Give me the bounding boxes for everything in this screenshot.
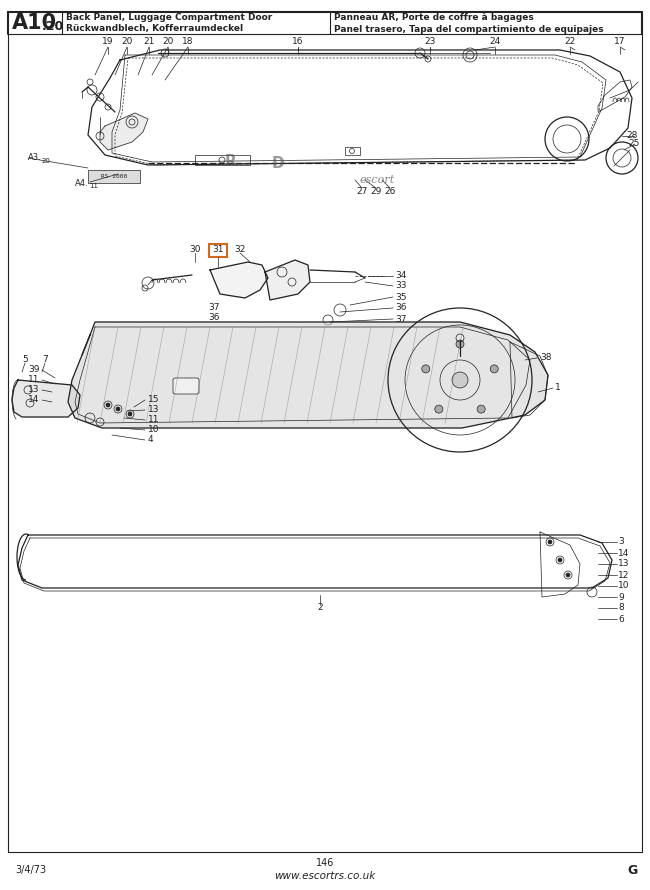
Text: 27: 27 bbox=[356, 188, 368, 197]
Text: 36: 36 bbox=[208, 313, 220, 322]
Text: 3: 3 bbox=[618, 538, 624, 546]
Text: 5: 5 bbox=[22, 355, 28, 365]
Circle shape bbox=[452, 372, 468, 388]
Text: 37: 37 bbox=[208, 303, 220, 312]
Text: G: G bbox=[628, 863, 638, 877]
Text: 11: 11 bbox=[28, 376, 40, 384]
Circle shape bbox=[558, 558, 562, 562]
Text: 21: 21 bbox=[143, 37, 155, 46]
Circle shape bbox=[456, 340, 464, 348]
Text: 39: 39 bbox=[28, 366, 40, 375]
Text: escort: escort bbox=[360, 175, 395, 185]
Text: 32: 32 bbox=[234, 246, 246, 255]
Text: 18: 18 bbox=[182, 37, 194, 46]
Text: R: R bbox=[225, 155, 237, 169]
Text: RS 2000: RS 2000 bbox=[101, 174, 127, 180]
Text: 6: 6 bbox=[618, 614, 624, 624]
Circle shape bbox=[116, 407, 120, 411]
Text: 4: 4 bbox=[148, 435, 153, 444]
Bar bbox=[209, 244, 227, 257]
Text: 29: 29 bbox=[370, 188, 382, 197]
Polygon shape bbox=[12, 380, 80, 417]
Text: 26: 26 bbox=[384, 188, 396, 197]
Circle shape bbox=[106, 403, 110, 407]
Text: 10: 10 bbox=[618, 581, 629, 590]
Text: Back Panel, Luggage Compartment Door: Back Panel, Luggage Compartment Door bbox=[66, 13, 272, 22]
Polygon shape bbox=[210, 262, 268, 298]
Text: 23: 23 bbox=[424, 37, 436, 46]
Polygon shape bbox=[265, 260, 310, 300]
Text: 11: 11 bbox=[89, 183, 98, 189]
Text: 22: 22 bbox=[564, 37, 576, 46]
Text: 36: 36 bbox=[395, 303, 406, 312]
Text: www.escortrs.co.uk: www.escortrs.co.uk bbox=[274, 871, 376, 881]
Text: .20: .20 bbox=[42, 20, 64, 34]
Text: 17: 17 bbox=[614, 37, 626, 46]
Circle shape bbox=[422, 365, 430, 373]
Text: 7: 7 bbox=[42, 355, 48, 365]
Text: 16: 16 bbox=[292, 37, 304, 46]
Text: 20: 20 bbox=[122, 37, 133, 46]
Text: 13: 13 bbox=[618, 560, 629, 569]
Text: 10: 10 bbox=[148, 425, 159, 434]
Text: 146: 146 bbox=[316, 858, 334, 868]
Text: 15: 15 bbox=[148, 395, 159, 404]
Text: 35: 35 bbox=[395, 293, 406, 302]
Polygon shape bbox=[68, 322, 548, 428]
Text: 30: 30 bbox=[189, 246, 201, 255]
Text: Rückwandblech, Kofferraumdeckel: Rückwandblech, Kofferraumdeckel bbox=[66, 25, 243, 34]
Text: Panneau AR, Porte de coffre à bagages: Panneau AR, Porte de coffre à bagages bbox=[334, 13, 534, 22]
Circle shape bbox=[435, 405, 443, 413]
Text: 19: 19 bbox=[102, 37, 114, 46]
Text: 38: 38 bbox=[540, 353, 551, 362]
Text: 12: 12 bbox=[618, 570, 629, 579]
Text: 8: 8 bbox=[618, 603, 624, 612]
FancyBboxPatch shape bbox=[88, 170, 140, 183]
Text: 20: 20 bbox=[162, 37, 174, 46]
Bar bbox=[345, 147, 360, 155]
Bar bbox=[195, 155, 250, 165]
Text: 20: 20 bbox=[42, 158, 51, 164]
Text: D: D bbox=[272, 157, 285, 172]
Text: 9: 9 bbox=[618, 593, 624, 602]
Circle shape bbox=[490, 365, 499, 373]
Text: 34: 34 bbox=[395, 271, 406, 280]
Text: 13: 13 bbox=[28, 385, 40, 394]
Circle shape bbox=[128, 412, 132, 416]
Text: 31: 31 bbox=[213, 246, 224, 255]
Text: A10: A10 bbox=[12, 13, 57, 33]
Circle shape bbox=[477, 405, 485, 413]
Polygon shape bbox=[100, 113, 148, 150]
Text: 24: 24 bbox=[489, 37, 500, 46]
Text: 28: 28 bbox=[627, 132, 638, 141]
Text: 37: 37 bbox=[395, 314, 406, 323]
Text: 25: 25 bbox=[629, 140, 640, 149]
Text: 1: 1 bbox=[555, 384, 561, 392]
Text: 3/4/73: 3/4/73 bbox=[15, 865, 46, 875]
Text: Panel trasero, Tapa del compartimiento de equipajes: Panel trasero, Tapa del compartimiento d… bbox=[334, 25, 604, 34]
FancyBboxPatch shape bbox=[173, 378, 199, 394]
Text: 33: 33 bbox=[395, 281, 406, 290]
Text: 13: 13 bbox=[148, 406, 159, 415]
Text: A3.: A3. bbox=[28, 153, 42, 163]
Text: A4.: A4. bbox=[75, 179, 88, 188]
Text: 14: 14 bbox=[28, 395, 40, 404]
Text: 2: 2 bbox=[317, 603, 323, 612]
Circle shape bbox=[548, 540, 552, 544]
Circle shape bbox=[566, 573, 570, 577]
Text: 14: 14 bbox=[618, 548, 629, 557]
Text: 11: 11 bbox=[148, 416, 159, 425]
